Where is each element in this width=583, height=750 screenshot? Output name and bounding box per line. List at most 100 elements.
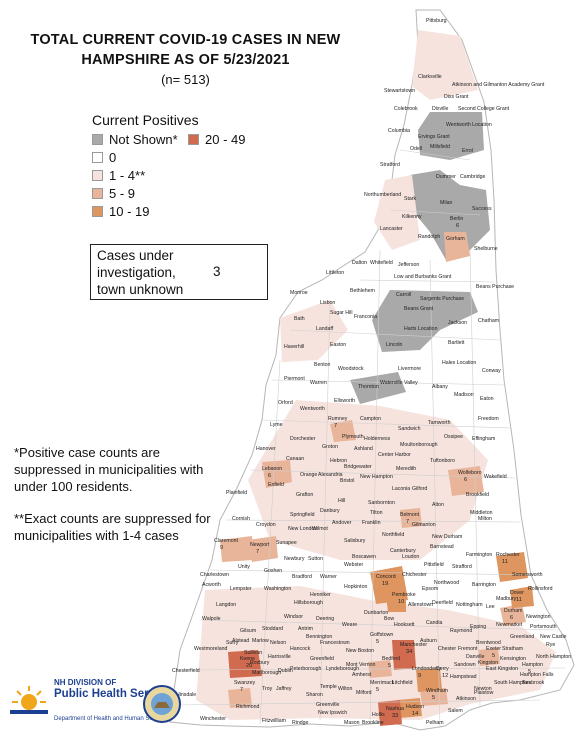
- town-count-nashua: 33: [392, 713, 398, 719]
- town-label-easton: Easton: [330, 342, 346, 348]
- legend-item-not-shown: Not Shown*: [92, 130, 188, 148]
- town-label-franklin: Franklin: [362, 520, 381, 526]
- legend-swatch-not-shown: [92, 133, 103, 145]
- legend-label-20-49: 20 - 49: [205, 131, 246, 147]
- town-count-berlin: 6: [456, 223, 459, 229]
- town-count-durham: 6: [510, 615, 513, 621]
- unknown-town-box: Cases under investigation, town unknown …: [90, 244, 268, 300]
- town-label-loudon: Loudon: [402, 554, 419, 560]
- town-label-woodstock: Woodstock: [338, 366, 364, 372]
- town-label-westmoreland: Westmoreland: [194, 646, 227, 652]
- town-label-newbury: Newbury: [284, 556, 305, 562]
- town-label-roxbury: Roxbury: [250, 660, 270, 666]
- town-label-richmond: Richmond: [236, 704, 259, 710]
- town-label-milton: Milton: [478, 516, 492, 522]
- town-label-alexandria: Alexandria: [318, 472, 343, 478]
- town-label-second-college-grant: Second College Grant: [458, 106, 510, 112]
- legend-item-1-4: 1 - 4**: [92, 166, 188, 184]
- town-label-jackson: Jackson: [448, 320, 467, 326]
- town-label-columbia: Columbia: [388, 128, 410, 134]
- town-label-jaffrey: Jaffrey: [276, 686, 292, 692]
- region-swanzey: [228, 688, 252, 708]
- town-label-hillsborough: Hillsborough: [294, 600, 323, 606]
- town-label-gilmanton: Gilmanton: [412, 522, 436, 528]
- town-label-acworth: Acworth: [202, 582, 221, 588]
- region-concord: [370, 566, 408, 604]
- town-count-dover: 11: [516, 597, 522, 603]
- town-label-hampton-falls: Hampton Falls: [520, 672, 554, 678]
- region-nashua: [378, 700, 402, 726]
- town-label-exeter: Exeter: [486, 646, 501, 652]
- town-count-londonderry: 9: [418, 673, 421, 679]
- town-label-haverhill: Haverhill: [284, 344, 304, 350]
- town-label-dublin: Dublin: [278, 668, 293, 674]
- town-count-hudson: 14: [412, 711, 418, 717]
- town-label-merrimack: Merrimack: [370, 680, 395, 686]
- town-label-plaistow: Plaistow: [474, 690, 494, 696]
- town-label-alton: Alton: [432, 502, 444, 508]
- state-seal-icon: [143, 685, 181, 723]
- town-label-littleton: Littleton: [326, 270, 344, 276]
- town-label-nelson: Nelson: [270, 640, 286, 646]
- town-label-hopkinton: Hopkinton: [344, 584, 367, 590]
- town-label-pittsburg: Pittsburg: [426, 18, 447, 24]
- town-label-stoddard: Stoddard: [262, 626, 283, 632]
- town-label-lyme: Lyme: [270, 422, 283, 428]
- page-title: TOTAL CURRENT COVID-19 CASES IN NEW HAMP…: [18, 30, 353, 70]
- town-label-dorchester: Dorchester: [290, 436, 316, 442]
- town-label-wolfeboro: Wolfeboro: [458, 470, 482, 476]
- legend-swatch-1-4: [92, 169, 103, 181]
- town-label-newington: Newington: [526, 614, 551, 620]
- town-label-bedford: Bedford: [382, 656, 400, 662]
- town-label-rochester: Rochester: [496, 552, 520, 558]
- town-label-new-ipswich: New Ipswich: [318, 710, 347, 716]
- town-label-cambridge: Cambridge: [460, 174, 485, 180]
- town-label-hinsdale: Hinsdale: [176, 692, 196, 698]
- town-label-thornton: Thornton: [358, 384, 379, 390]
- town-label-langdon: Langdon: [216, 602, 236, 608]
- town-label-canterbury: Canterbury: [390, 548, 416, 554]
- town-label-plainfield: Plainfield: [226, 490, 247, 496]
- town-label-sargents-purchase: Sargents Purchase: [420, 296, 464, 302]
- town-count-concord: 19: [382, 581, 388, 587]
- town-count-rochester: 11: [502, 559, 508, 565]
- town-label-sugar-hill: Sugar Hill: [330, 310, 353, 316]
- town-label-clarksville: Clarksville: [418, 74, 442, 80]
- town-label-madison: Madison: [454, 392, 474, 398]
- town-label-hebron: Hebron: [330, 458, 347, 464]
- town-label-portsmouth: Portsmouth: [530, 624, 557, 630]
- town-label-claremont: Claremont: [214, 538, 238, 544]
- town-label-derry: Derry: [436, 666, 449, 672]
- legend: Current Positives Not Shown* 20 - 49 0 1…: [92, 112, 292, 220]
- town-count-windham: 5: [432, 695, 435, 701]
- town-label-beans-grant: Beans Grant: [404, 306, 434, 312]
- town-label-rye: Rye: [546, 642, 555, 648]
- region-belmont: [400, 508, 422, 528]
- town-label-rindge: Rindge: [292, 720, 309, 726]
- town-label-beans-purchase: Beans Purchase: [476, 284, 514, 290]
- town-label-lisbon: Lisbon: [320, 300, 335, 306]
- town-label-bath: Bath: [294, 316, 305, 322]
- town-label-troy: Troy: [262, 686, 273, 692]
- town-count-manchester: 34: [406, 649, 412, 655]
- town-label-livermore: Livermore: [398, 366, 421, 372]
- town-label-goshen: Goshen: [264, 568, 282, 574]
- town-label-groton: Groton: [322, 444, 338, 450]
- town-label-tamworth: Tamworth: [428, 420, 451, 426]
- town-label-stratford: Stratford: [380, 162, 400, 168]
- legend-swatch-0: [92, 151, 103, 163]
- town-label-alstead: Alstead: [232, 638, 249, 644]
- town-count-keene: 20: [246, 663, 252, 669]
- town-label-newmarket: Newmarket: [496, 622, 523, 628]
- town-label-epsom: Epsom: [422, 586, 438, 592]
- town-label-dummer: Dummer: [436, 174, 456, 180]
- town-label-dunbarton: Dunbarton: [364, 610, 388, 616]
- town-label-freedom: Freedom: [478, 416, 499, 422]
- town-label-mason: Mason: [344, 720, 360, 726]
- town-label-brentwood: Brentwood: [476, 640, 501, 646]
- town-label-croydon: Croydon: [256, 522, 276, 528]
- town-label-dover: Dover: [510, 590, 524, 596]
- town-label-moultonborough: Moultonborough: [400, 442, 438, 448]
- town-count-goffstown: 5: [376, 639, 379, 645]
- town-label-keene: Keene: [240, 656, 255, 662]
